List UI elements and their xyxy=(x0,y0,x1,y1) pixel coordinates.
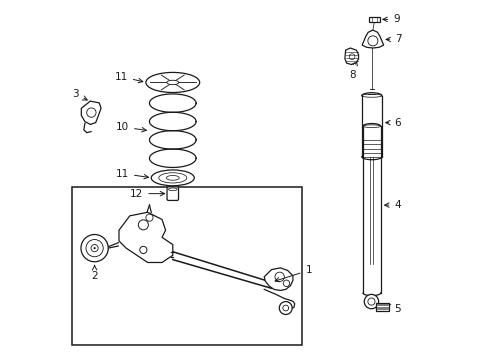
Polygon shape xyxy=(362,30,383,48)
Polygon shape xyxy=(119,212,172,262)
Text: 11: 11 xyxy=(116,168,148,179)
Text: 1: 1 xyxy=(275,265,311,282)
Text: 9: 9 xyxy=(382,14,399,24)
Circle shape xyxy=(364,294,378,309)
Circle shape xyxy=(279,302,292,315)
Text: 11: 11 xyxy=(115,72,142,83)
Text: 4: 4 xyxy=(384,200,400,210)
Text: 8: 8 xyxy=(348,61,357,80)
Circle shape xyxy=(81,234,108,262)
FancyBboxPatch shape xyxy=(167,187,178,201)
Ellipse shape xyxy=(145,72,199,93)
FancyBboxPatch shape xyxy=(72,187,301,345)
Text: 2: 2 xyxy=(91,265,98,282)
Polygon shape xyxy=(264,268,292,291)
FancyBboxPatch shape xyxy=(368,17,379,22)
Ellipse shape xyxy=(168,188,177,191)
Text: 10: 10 xyxy=(116,122,146,132)
FancyBboxPatch shape xyxy=(375,303,388,311)
Text: 3: 3 xyxy=(72,89,87,100)
Polygon shape xyxy=(344,48,358,64)
Ellipse shape xyxy=(151,170,194,186)
Ellipse shape xyxy=(166,80,178,85)
Text: 5: 5 xyxy=(385,304,400,314)
Text: 6: 6 xyxy=(385,118,400,128)
Circle shape xyxy=(93,247,96,249)
Ellipse shape xyxy=(166,175,179,180)
Polygon shape xyxy=(81,101,101,125)
Text: 12: 12 xyxy=(130,189,164,199)
Text: 7: 7 xyxy=(386,35,401,44)
